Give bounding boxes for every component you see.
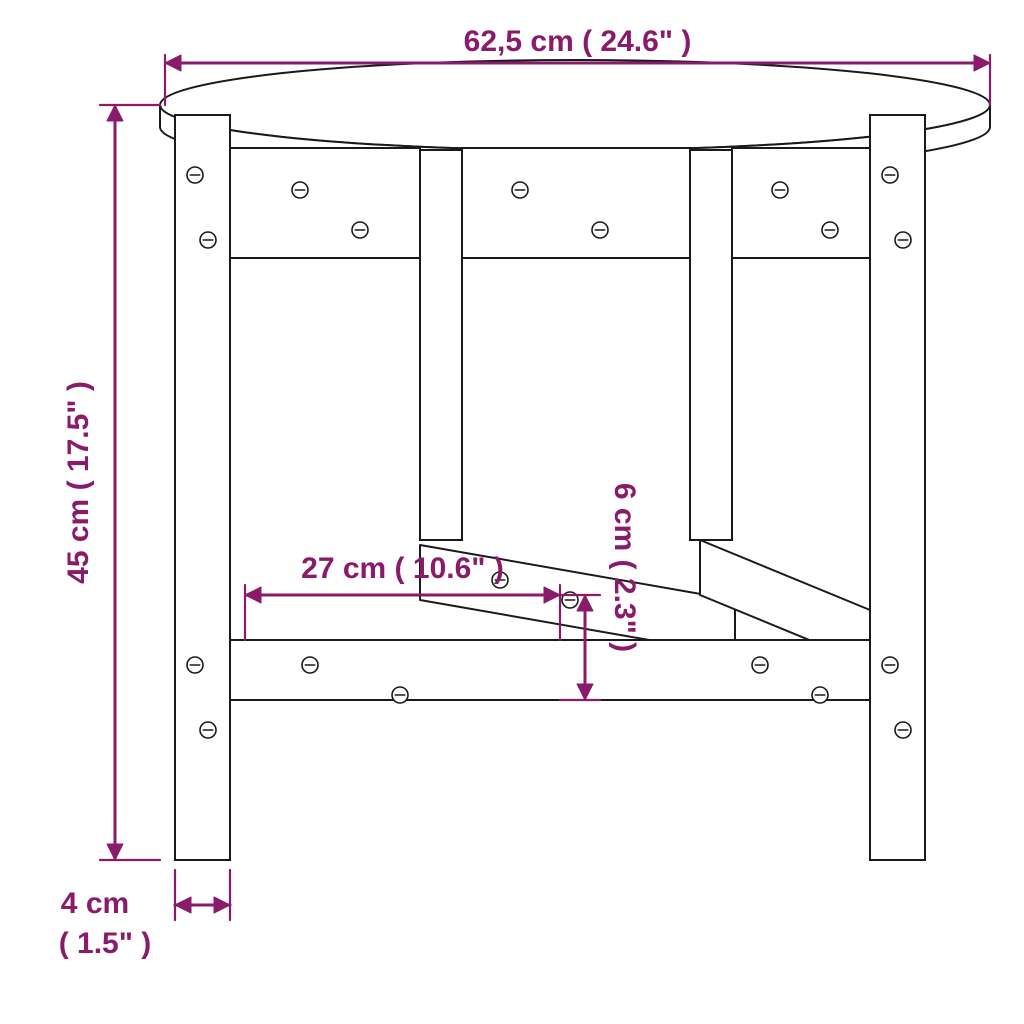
dim-height-label: 45 cm ( 17.5" ) [62,381,95,584]
dim-leg-label-1: 4 cm [61,887,129,920]
dim-width-label: 62,5 cm ( 24.6" ) [464,25,692,58]
table-lineart [160,60,990,860]
dimension-diagram: 62,5 cm ( 24.6" ) 45 cm ( 17.5" ) 4 cm ( 1.… [0,0,1024,1024]
dim-leg-label-2: ( 1.5" ) [59,927,152,960]
dim-rail-h-label: 6 cm ( 2.3" ) [608,483,641,652]
dim-rail-len-label: 27 cm ( 10.6" ) [301,552,504,585]
